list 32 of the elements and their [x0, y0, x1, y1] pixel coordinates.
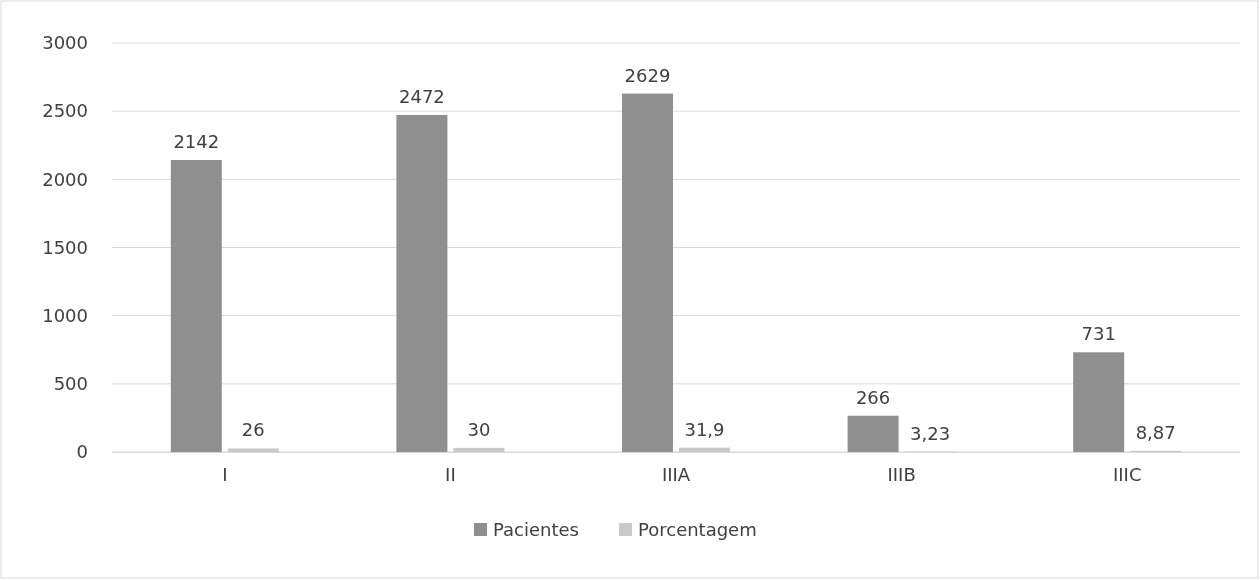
legend-label: Pacientes: [493, 519, 579, 541]
data-label: 2142: [173, 130, 220, 152]
bar: [453, 447, 505, 452]
x-tick-label: IIIA: [661, 463, 691, 485]
bar: [679, 447, 730, 452]
y-tick-label: 500: [53, 373, 88, 395]
bar: [396, 114, 448, 452]
y-tick-label: 0: [76, 441, 88, 463]
y-tick-label: 3000: [42, 32, 88, 54]
bar: [622, 93, 673, 452]
legend-label: Porcentagem: [638, 519, 757, 541]
data-label: 8,87: [1135, 421, 1176, 443]
data-label: 2629: [624, 64, 671, 86]
y-tick-label: 1000: [42, 304, 88, 326]
y-tick-label: 2500: [42, 100, 88, 122]
y-tick-label: 2000: [42, 168, 88, 190]
x-tick-label: I: [222, 463, 228, 485]
data-label: 3,23: [910, 422, 951, 444]
data-label: 31,9: [684, 418, 725, 440]
y-tick-label: 1500: [42, 236, 88, 258]
x-tick-label: II: [445, 463, 456, 485]
data-label: 2472: [398, 85, 445, 107]
bar: [170, 159, 222, 452]
x-tick-label: IIIB: [887, 463, 916, 485]
bar: [227, 448, 279, 452]
bar: [1073, 352, 1125, 452]
x-tick-label: IIIC: [1112, 463, 1142, 485]
bar: [847, 415, 899, 452]
data-label: 731: [1081, 323, 1116, 345]
data-label: 266: [855, 386, 891, 408]
data-label: 30: [467, 418, 491, 440]
data-label: 26: [241, 419, 265, 441]
